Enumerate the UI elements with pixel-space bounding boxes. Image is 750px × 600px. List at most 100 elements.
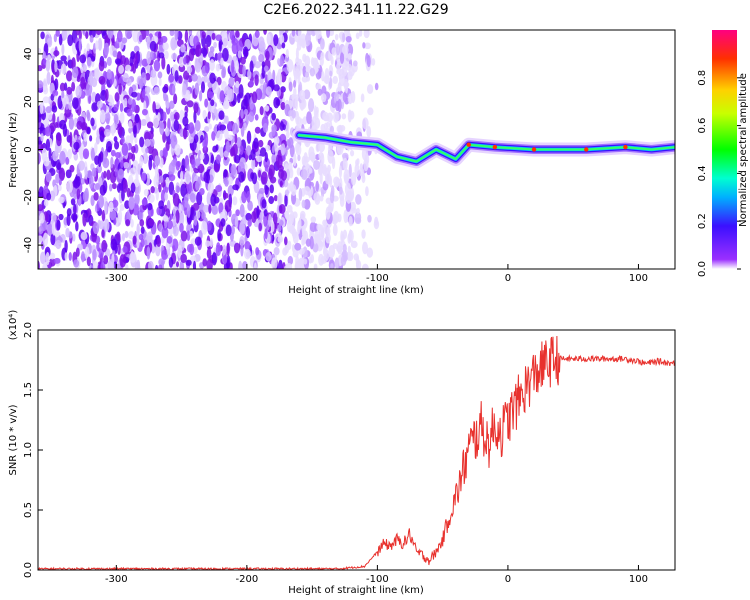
noise-speckle [284,189,290,197]
noise-speckle [154,170,160,183]
noise-speckle [303,258,308,265]
noise-speckle [121,233,125,242]
noise-speckle [363,30,370,39]
noise-speckle [263,30,267,35]
noise-speckle [44,126,52,137]
signal-ridge-peak [623,144,628,150]
noise-speckle [106,69,112,80]
noise-speckle [207,111,211,120]
noise-speckle [258,222,263,232]
noise-speckle [116,231,121,241]
noise-speckle [238,171,245,183]
noise-speckle [247,219,252,227]
noise-speckle [186,204,191,218]
noise-speckle [321,93,327,103]
spectrogram-y-tick-label: 0 [23,146,34,152]
noise-speckle [271,112,277,121]
noise-speckle [114,58,122,65]
noise-speckle [82,190,89,203]
noise-speckle [347,109,352,123]
noise-speckle [327,149,334,164]
noise-speckle [355,194,362,205]
noise-speckle [148,260,154,269]
noise-speckle [301,76,309,83]
noise-speckle [273,84,280,92]
noise-speckle [209,237,214,248]
noise-speckle [285,131,290,139]
noise-speckle [350,207,357,214]
noise-speckle [282,247,288,256]
noise-speckle [347,245,351,254]
noise-speckle [106,118,110,125]
noise-speckle [145,147,149,154]
noise-speckle [92,249,97,261]
noise-speckle [211,252,217,266]
noise-speckle [201,211,206,220]
noise-speckle [359,167,365,177]
snr-y-tick-label: 2.0 [23,322,34,338]
noise-speckle [360,93,365,103]
noise-speckle [279,120,285,132]
noise-speckle [49,252,56,260]
noise-speckle [161,227,169,239]
noise-speckle [107,30,114,39]
noise-speckle [162,131,167,143]
noise-speckle [318,253,325,266]
noise-speckle [131,91,138,98]
noise-speckle [303,185,311,196]
noise-speckle [191,73,198,82]
noise-speckle [172,214,177,227]
noise-speckle [218,41,222,52]
noise-speckle [121,37,128,44]
noise-speckle [304,71,310,78]
noise-speckle [312,242,319,253]
noise-speckle [146,246,151,260]
noise-speckle [255,247,260,256]
noise-speckle [341,152,349,160]
snr-panel: -300 -200 -100 0 100 0.0 0.5 1.0 1.5 2.0 Height … [8,310,676,596]
noise-speckle [155,264,159,269]
noise-speckle [159,149,164,158]
noise-speckle [245,113,249,126]
noise-speckle [246,190,251,203]
noise-speckle [248,80,255,87]
noise-speckle [240,108,244,119]
noise-speckle [180,183,187,198]
noise-speckle [123,97,128,107]
noise-speckle [115,217,119,227]
noise-speckle [148,218,155,227]
noise-speckle [134,113,140,124]
noise-speckle [188,48,195,62]
noise-speckle [135,170,139,185]
spectrogram-y-axis: 40 20 0 -20 -40 [23,48,43,253]
noise-speckle [94,67,101,82]
noise-speckle [319,195,324,202]
noise-speckle [253,137,259,150]
noise-speckle [261,171,268,185]
noise-speckle [89,135,93,142]
noise-speckle [291,30,296,37]
noise-speckle [361,263,369,269]
noise-speckle [363,158,369,172]
noise-speckle [82,64,87,73]
noise-speckle [166,63,171,75]
noise-speckle [285,48,289,59]
noise-speckle [356,207,360,215]
noise-speckle [54,121,59,128]
noise-speckle [113,113,119,125]
noise-speckle [271,154,277,163]
spectrogram-x-label: Height of straight line (km) [288,285,424,296]
noise-speckle [80,231,88,241]
noise-speckle [125,64,132,72]
noise-speckle [134,193,140,205]
noise-speckle [222,47,229,62]
noise-speckle [139,136,145,148]
noise-speckle [130,219,134,228]
noise-speckle [211,32,216,41]
noise-speckle [178,75,183,84]
noise-speckle [350,172,357,186]
noise-speckle [340,230,344,244]
noise-speckle [138,34,143,43]
noise-speckle [147,202,153,211]
noise-speckle [233,242,241,254]
